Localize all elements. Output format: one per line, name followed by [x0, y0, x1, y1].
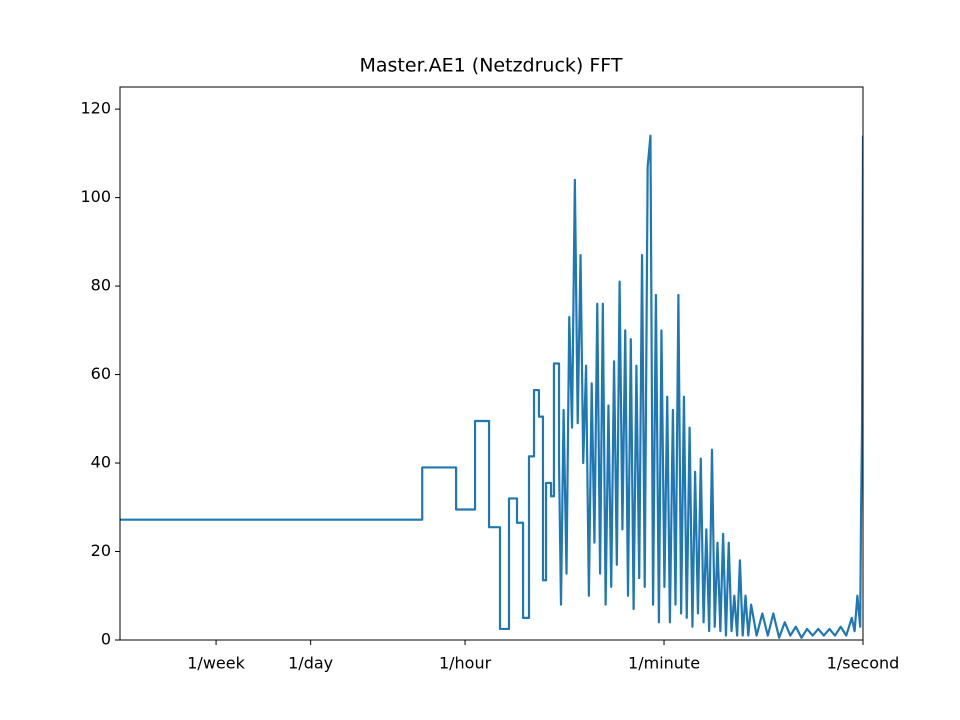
- x-tick-label: 1/day: [288, 654, 333, 673]
- chart-title: Master.AE1 (Netzdruck) FFT: [360, 55, 623, 77]
- y-tick-label: 20: [91, 541, 111, 560]
- axes-frame: [119, 86, 864, 641]
- x-tick-label: 1/minute: [628, 654, 700, 673]
- plot-area: [120, 134, 863, 639]
- y-tick-label: 120: [80, 99, 111, 118]
- fft-line: [120, 134, 863, 639]
- y-tick-label: 0: [101, 630, 111, 649]
- x-tick-label: 1/second: [827, 654, 900, 673]
- y-tick-label: 60: [91, 364, 111, 383]
- x-tick-label: 1/hour: [439, 654, 492, 673]
- y-tick-label: 100: [80, 187, 111, 206]
- x-tick-label: 1/week: [187, 654, 245, 673]
- y-tick-label: 80: [91, 276, 111, 295]
- y-tick-label: 40: [91, 453, 111, 472]
